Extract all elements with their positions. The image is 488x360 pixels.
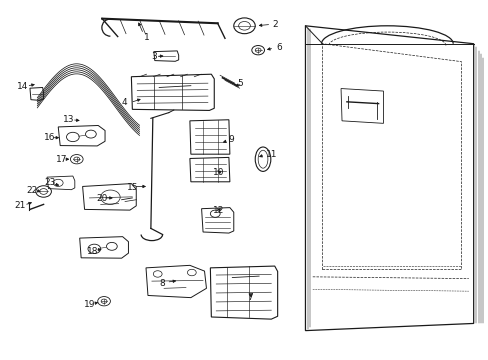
Text: 16: 16 (43, 133, 55, 142)
Text: 10: 10 (213, 168, 224, 177)
Text: 7: 7 (247, 293, 253, 302)
Text: 19: 19 (83, 300, 95, 309)
Text: 1: 1 (143, 33, 149, 42)
Text: 6: 6 (276, 43, 282, 52)
Text: 11: 11 (265, 150, 276, 159)
Text: 21: 21 (14, 201, 26, 210)
Text: 12: 12 (213, 206, 224, 215)
Text: 22: 22 (26, 185, 38, 194)
Text: 9: 9 (227, 135, 233, 144)
Text: 4: 4 (122, 98, 127, 107)
Text: 3: 3 (151, 52, 156, 61)
Text: 15: 15 (126, 183, 138, 192)
Text: 20: 20 (96, 194, 107, 203)
Text: 17: 17 (56, 155, 67, 164)
Text: 14: 14 (17, 82, 28, 91)
Text: 8: 8 (159, 279, 165, 288)
Text: 18: 18 (86, 247, 98, 256)
Text: 23: 23 (44, 178, 56, 187)
Text: 5: 5 (237, 79, 243, 88)
Text: 2: 2 (272, 19, 278, 28)
Text: 13: 13 (63, 115, 75, 124)
